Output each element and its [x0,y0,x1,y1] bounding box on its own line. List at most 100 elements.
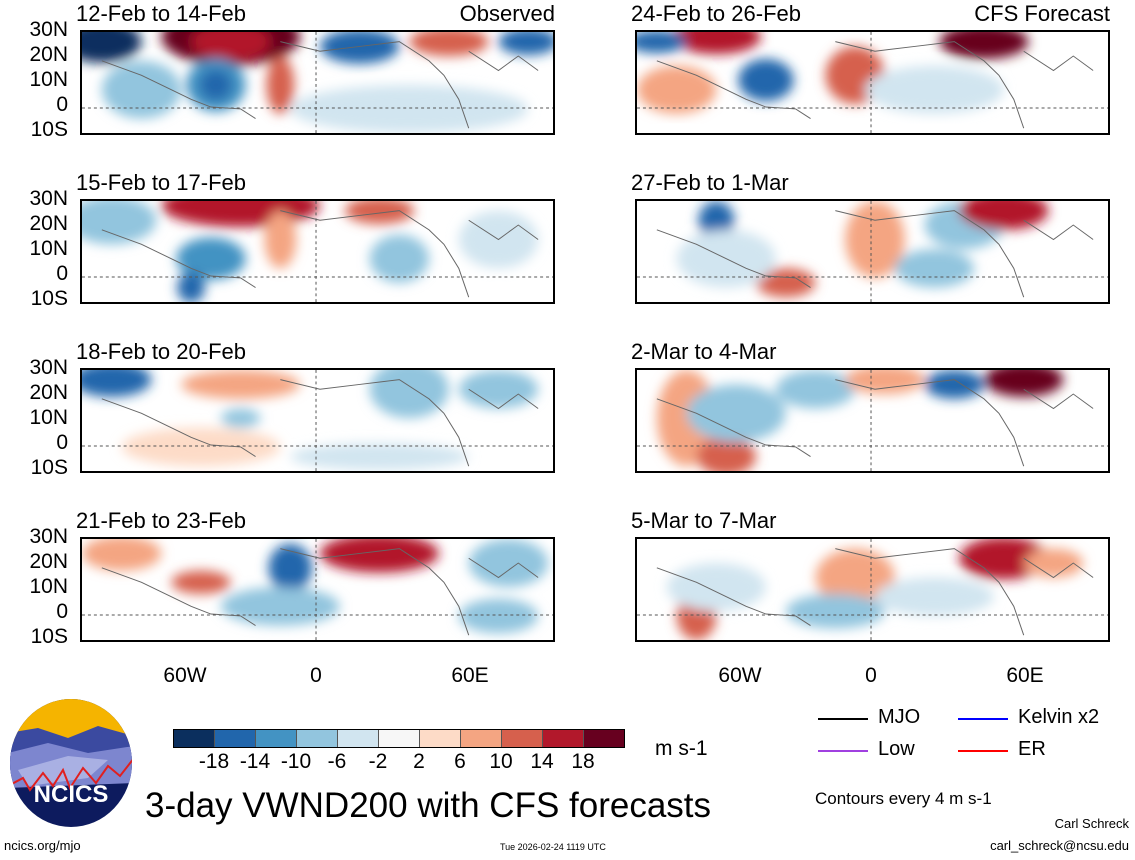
anomaly-region [666,563,766,612]
anomaly-region [101,60,182,119]
anomaly-region [815,548,895,607]
footer-author: Carl Schreck [1054,816,1129,831]
anomaly-region [845,201,905,278]
lat-label: 10N [29,406,68,429]
panel-title: 5-Mar to 7-Mar [631,508,777,533]
anomaly-region [290,443,469,471]
anomaly-region [199,69,232,101]
anomaly-region [1023,548,1084,578]
anomaly-region [498,32,553,56]
colorbar-units: m s-1 [655,737,708,760]
panel-label: CFS Forecast [974,1,1110,26]
lat-label: 30N [29,187,68,210]
er-line-icon [958,750,1008,752]
lat-label: 10N [29,68,68,91]
colorbar-swatch [420,730,461,747]
coastline [101,548,539,636]
anomaly-region [409,32,489,57]
lat-label: 30N [29,18,68,41]
anomaly-region [82,370,152,397]
anomaly-region [686,384,786,443]
lat-label: 0 [56,600,68,623]
figure-title: 3-day VWND200 with CFS forecasts [145,786,712,825]
colorbar-swatch [256,730,297,747]
colorbar-tick: 18 [571,750,595,773]
lat-label: 10N [29,237,68,260]
panel-title: 24-Feb to 26-Feb [631,1,801,26]
lat-label: 20N [29,212,68,235]
colorbar-tick: -18 [198,750,230,773]
anomaly-region [738,58,794,102]
colorbar-swatch [461,730,502,747]
colorbar-swatch [297,730,338,747]
anomaly-region [82,539,162,571]
colorbar-swatch [379,730,420,747]
low-line-icon [818,750,868,752]
coastline [101,41,539,129]
colorbar-swatch [338,730,379,747]
lat-label: 10S [30,118,68,141]
anomaly-region [458,370,539,409]
lon-label: 0 [865,664,877,687]
map-panel [80,30,555,135]
anomaly-region [959,201,1049,230]
anomaly-region [319,539,439,573]
anomaly-region [177,272,205,302]
coastline [656,379,1094,467]
lon-label: 0 [310,664,322,687]
lat-label: 30N [29,525,68,548]
anomaly-region [191,32,271,61]
lat-label: 20N [29,43,68,66]
panel-title: 2-Mar to 4-Mar [631,339,777,364]
contour-note: Contours every 4 m s-1 [815,789,992,808]
kelvin-line-icon [958,718,1008,720]
legend-mjo: MJO [878,706,921,728]
anomaly-region [939,32,1029,59]
anomaly-region [785,593,885,629]
legend-low: Low [878,738,915,760]
anomaly-region [369,370,449,419]
anomaly-region [755,268,816,298]
lat-label: 20N [29,381,68,404]
map-panel [635,537,1110,642]
lat-label: 10S [30,625,68,648]
map-panel [635,368,1110,473]
legend-kelvin: Kelvin x2 [1018,706,1100,728]
panel-title: 27-Feb to 1-Mar [631,170,789,195]
colorbar-swatch [502,730,543,747]
anomaly-region [775,370,856,409]
map-panel [80,368,555,473]
lon-label: 60E [1006,664,1044,687]
anomaly-region [959,539,1049,580]
lon-label: 60W [163,664,207,687]
map-panel [635,199,1110,304]
anomaly-region [266,56,295,114]
lat-label: 0 [56,431,68,454]
footer-email[interactable]: carl_schreck@ncsu.edu [990,838,1129,853]
anomaly-region [82,32,142,63]
map-panel [80,199,555,304]
lat-label: 20N [29,550,68,573]
colorbar-swatch [584,730,624,747]
lat-label: 0 [56,262,68,285]
lat-label: 10S [30,287,68,310]
colorbar-tick: -14 [239,750,271,773]
colorbar-tick: 10 [489,750,513,773]
anomaly-region [290,84,529,133]
colorbar-swatch [174,730,215,747]
colorbar-tick: 2 [413,750,425,773]
footer-url[interactable]: ncics.org/mjo [4,838,81,853]
anomaly-region [671,32,761,55]
lon-label: 60E [451,664,489,687]
coastline [656,41,1094,129]
lat-label: 10N [29,575,68,598]
coastline [656,210,1094,298]
lat-label: 30N [29,356,68,379]
colorbar-tick: -10 [280,750,312,773]
anomaly-region [874,577,994,616]
mjo-line-icon [818,718,868,720]
anomaly-region [637,65,717,114]
footer-timestamp: Tue 2026-02-24 1119 UTC [500,842,606,852]
anomaly-region [171,570,231,594]
colorbar-tick: -2 [368,750,388,773]
